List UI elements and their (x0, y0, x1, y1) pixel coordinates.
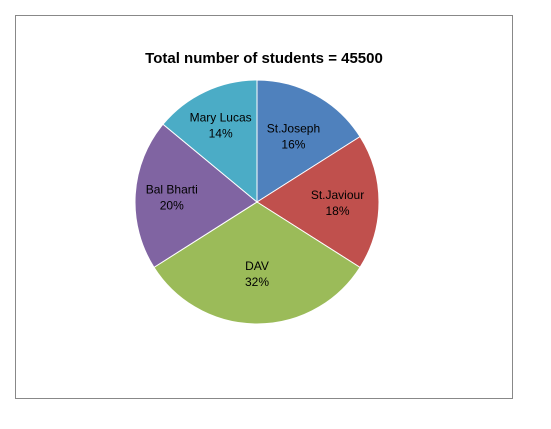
chart-title: Total number of students = 45500 (145, 50, 383, 67)
pie-slice-st-javiour (256, 135, 380, 269)
pie-label-st-joseph: St.Joseph 16% (267, 122, 320, 152)
pie-slice-st-joseph (256, 79, 361, 203)
pie-label-st-javiour: St.Javiour 18% (311, 188, 364, 218)
pie-label-mary-lucas: Mary Lucas 14% (190, 111, 252, 141)
pie-slice-mary-lucas (162, 79, 258, 204)
pie-label-dav: DAV 32% (245, 259, 269, 289)
pie-slice-dav (153, 201, 361, 325)
pie-slice-bal-bharti (134, 123, 258, 269)
pie-chart: St.Joseph 16% St.Javiour 18% DAV 32% Bal Bhart… (134, 79, 380, 325)
pie-label-bal-bharti: Bal Bharti 20% (146, 183, 198, 213)
chart-area: Total number of students = 45500 St.Jose… (15, 15, 513, 399)
